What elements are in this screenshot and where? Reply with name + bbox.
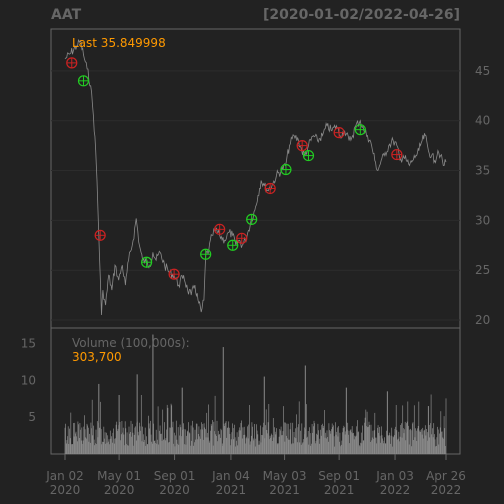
price-y-tick-label: 45	[475, 64, 490, 78]
chart-title: AAT	[51, 7, 82, 23]
x-tick-label: Jan 04	[211, 469, 250, 483]
x-tick-label: Jan 02	[45, 469, 84, 483]
date-range-label: [2020-01-02/2022-04-26]	[263, 7, 460, 23]
price-y-tick-label: 25	[475, 263, 490, 277]
x-tick-label: Apr 26	[426, 469, 466, 483]
price-y-tick-label: 30	[475, 213, 490, 227]
x-tick-label: May 03	[263, 469, 307, 483]
buy-signal-marker	[280, 163, 292, 176]
last-price-label: Last 35.849998	[72, 36, 166, 50]
price-series	[64, 39, 447, 316]
x-tick-label: Jan 03	[375, 469, 414, 483]
sell-signal-marker	[333, 127, 345, 139]
price-y-axis: 45 40 35 30 25 20	[475, 64, 490, 327]
price-grid	[51, 70, 460, 321]
buy-signal-marker	[227, 239, 239, 251]
price-y-tick-label: 35	[475, 164, 490, 178]
sell-signal-marker	[296, 140, 308, 152]
sell-signal-marker	[168, 268, 180, 280]
sell-signal-marker	[236, 232, 248, 244]
volume-panel: 15 10 5 Volume (100,000s): 303,700	[21, 327, 461, 455]
x-tick-year: 2020	[104, 483, 135, 497]
x-tick-label: Sep 01	[154, 469, 196, 483]
volume-y-axis: 15 10 5	[21, 336, 36, 424]
x-tick-year: 2020	[159, 483, 190, 497]
price-y-tick-label: 20	[475, 313, 490, 327]
volume-bars	[64, 334, 447, 454]
volume-y-tick-label: 10	[21, 373, 36, 387]
x-tick-year: 2021	[269, 483, 300, 497]
buy-signal-marker	[246, 213, 258, 225]
signal-markers	[66, 57, 403, 280]
x-tick-label: Sep 01	[318, 469, 360, 483]
buy-signal-marker	[141, 256, 153, 268]
sell-signal-marker	[391, 148, 403, 161]
x-tick-year: 2022	[380, 483, 411, 497]
x-tick-year: 2021	[324, 483, 355, 497]
buy-signal-marker	[200, 248, 212, 260]
price-line	[64, 39, 447, 316]
volume-label: Volume (100,000s):	[72, 336, 190, 350]
x-tick-year: 2022	[431, 483, 462, 497]
volume-last-value: 303,700	[72, 350, 122, 364]
buy-signal-marker	[77, 75, 90, 87]
price-panel: 45 40 35 30 25 20 Last 35.849998	[50, 28, 490, 329]
price-y-tick-label: 40	[475, 114, 490, 128]
sell-signal-marker	[214, 223, 226, 235]
sell-signal-marker	[264, 182, 276, 195]
volume-y-tick-label: 5	[28, 410, 36, 424]
buy-signal-marker	[302, 149, 315, 162]
x-tick-year: 2021	[216, 483, 247, 497]
x-tick-year: 2020	[50, 483, 81, 497]
volume-y-tick-label: 15	[21, 336, 36, 350]
sell-signal-marker	[66, 57, 78, 69]
sell-signal-marker	[94, 229, 106, 241]
buy-signal-marker	[354, 124, 366, 136]
x-tick-label: May 01	[97, 469, 141, 483]
